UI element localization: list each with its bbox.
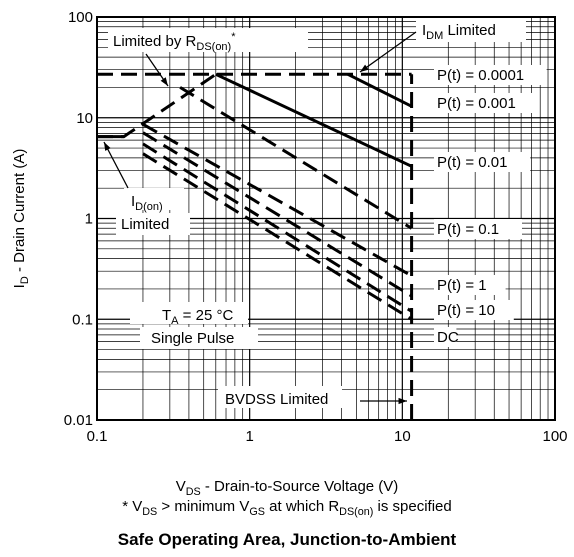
series-label-bg xyxy=(434,219,522,239)
series-label-bg xyxy=(434,93,539,113)
annotation-bg xyxy=(124,188,184,210)
y-tick-label: 1 xyxy=(85,211,93,228)
series-label-bg xyxy=(434,65,547,85)
annotation-idon2: Limited xyxy=(121,216,169,233)
annotation-rds: Limited by RDS(on)* xyxy=(113,31,236,53)
annotation-bg xyxy=(140,327,258,349)
series-label-bg xyxy=(434,275,506,295)
series-label: P(t) = 1 xyxy=(437,277,487,294)
annotation-ta1: TA = 25 °C xyxy=(162,307,233,327)
x-tick-label: 0.1 xyxy=(87,428,108,445)
y-tick-label: 10 xyxy=(76,110,93,127)
series-label: P(t) = 0.001 xyxy=(437,95,516,112)
annotation-leader xyxy=(359,31,417,73)
arrow-head-icon xyxy=(160,77,168,86)
arrow-head-icon xyxy=(104,142,111,151)
arrow-head-icon xyxy=(398,397,407,405)
series-line xyxy=(142,152,413,321)
series-line xyxy=(179,86,413,230)
arrow-head-icon xyxy=(360,64,369,72)
series-label: DC xyxy=(437,329,459,346)
x-tick-label: 1 xyxy=(245,428,253,445)
series-layer xyxy=(97,72,414,420)
series-label: P(t) = 10 xyxy=(437,302,495,319)
series-line xyxy=(347,72,413,108)
annotation-bg xyxy=(116,213,190,235)
series-line xyxy=(142,142,413,313)
y-axis-label: ID - Drain Current (A) xyxy=(11,149,31,289)
annotation-ta2: Single Pulse xyxy=(151,330,234,347)
series-line xyxy=(215,72,413,168)
annotation-leader xyxy=(103,141,129,189)
x-tick-label: 100 xyxy=(542,428,567,445)
annotation-layer: P(t) = 0.0001 P(t) = 0.001 P(t) = 0.01 P(t)… xyxy=(103,18,547,408)
footnote: * VDS > minimum VGS at which RDS(on) is … xyxy=(122,498,452,518)
x-axis-label: VDS - Drain-to-Source Voltage (V) xyxy=(175,478,399,498)
annotation-bg xyxy=(218,386,342,408)
series-label-bg xyxy=(434,300,514,320)
annotation-bvdss: BVDSS Limited xyxy=(225,391,328,408)
series-label-bg xyxy=(434,152,531,172)
plot-frame xyxy=(96,16,556,421)
series-label: P(t) = 0.1 xyxy=(437,221,499,238)
annotation-idon1: ID(on) xyxy=(131,193,163,213)
annotation-idm: IDM Limited xyxy=(422,22,496,42)
y-tick-label: 0.1 xyxy=(72,311,93,328)
series-line xyxy=(142,122,413,278)
chart-title: Safe Operating Area, Junction-to-Ambient xyxy=(117,530,457,549)
x-tick-label: 10 xyxy=(394,428,411,445)
annotation-bg xyxy=(108,28,308,52)
series-label: P(t) = 0.01 xyxy=(437,154,507,171)
series-label: P(t) = 0.0001 xyxy=(437,67,524,84)
y-tick-label: 100 xyxy=(68,9,93,26)
y-tick-label: 0.01 xyxy=(64,412,93,429)
annotation-bg xyxy=(130,302,248,324)
series-label-bg xyxy=(434,327,457,347)
annotation-bg xyxy=(416,18,526,42)
series-line xyxy=(142,131,413,298)
safe-operating-area-chart: P(t) = 0.0001 P(t) = 0.001 P(t) = 0.01 P(t)… xyxy=(11,9,568,445)
